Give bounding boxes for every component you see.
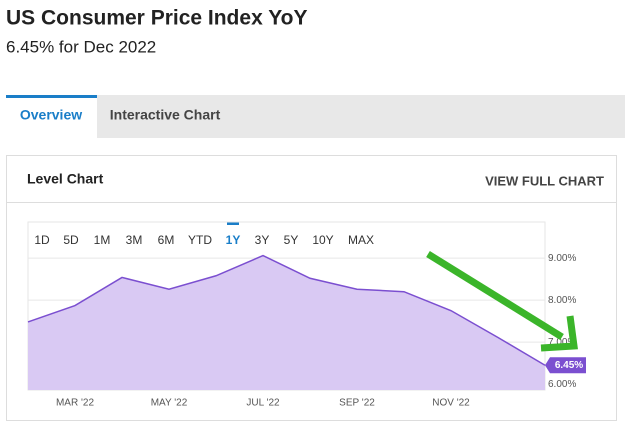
tab-active[interactable] [6,95,97,138]
y-tick-label: 7.00% [548,337,576,348]
x-tick-label: JUL '22 [246,398,280,409]
arrow-shaft [426,251,564,340]
panel-title: Level Chart [27,171,104,187]
x-tick-label: MAR '22 [56,398,94,409]
range-button[interactable]: 6M [158,233,175,247]
range-button[interactable]: 1Y [226,233,241,247]
range-button[interactable]: 5D [63,233,79,247]
end-label: 6.45% [555,360,583,371]
view-full-chart[interactable]: VIEW FULL CHART [485,173,604,188]
arrow-annotation [426,251,578,352]
tab[interactable]: Overview [20,107,82,123]
range-button[interactable]: 1D [34,233,50,247]
end-label-box [545,357,586,374]
range-button[interactable]: YTD [188,233,212,247]
line [27,254,546,366]
y-tick-label: 9.00% [548,253,576,264]
x-tick-label: NOV '22 [432,398,470,409]
page-title: US Consumer Price Index YoY [6,7,308,30]
x-tick-label: SEP '22 [339,398,375,409]
range-button[interactable]: MAX [348,233,374,247]
range-indicator [227,222,239,225]
tab-bar [6,95,625,138]
y-tick-label: 6.00% [548,379,576,390]
range-button[interactable]: 1M [94,233,111,247]
x-tick-label: MAY '22 [151,398,188,409]
range-button[interactable]: 3M [126,233,143,247]
range-button[interactable]: 3Y [255,233,270,247]
range-button[interactable]: 5Y [284,233,299,247]
page-subtitle: 6.45% for Dec 2022 [6,37,156,56]
tab-indicator [6,95,97,98]
range-button[interactable]: 10Y [312,233,333,247]
chart: 1D 5D 1M 3M 6M YTD 1Y 3Y 5Y 10Y MAX 6.00% 7.00% 8.00%… [27,221,586,409]
arrow-head [540,315,578,352]
tab[interactable]: Interactive Chart [110,107,221,123]
y-tick-label: 8.00% [548,295,576,306]
area [28,255,545,390]
